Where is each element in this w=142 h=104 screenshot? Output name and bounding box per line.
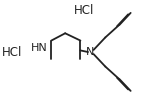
Text: HCl: HCl — [74, 4, 94, 17]
Text: HCl: HCl — [2, 46, 22, 58]
Text: N: N — [86, 47, 95, 57]
Text: HN: HN — [31, 43, 47, 53]
